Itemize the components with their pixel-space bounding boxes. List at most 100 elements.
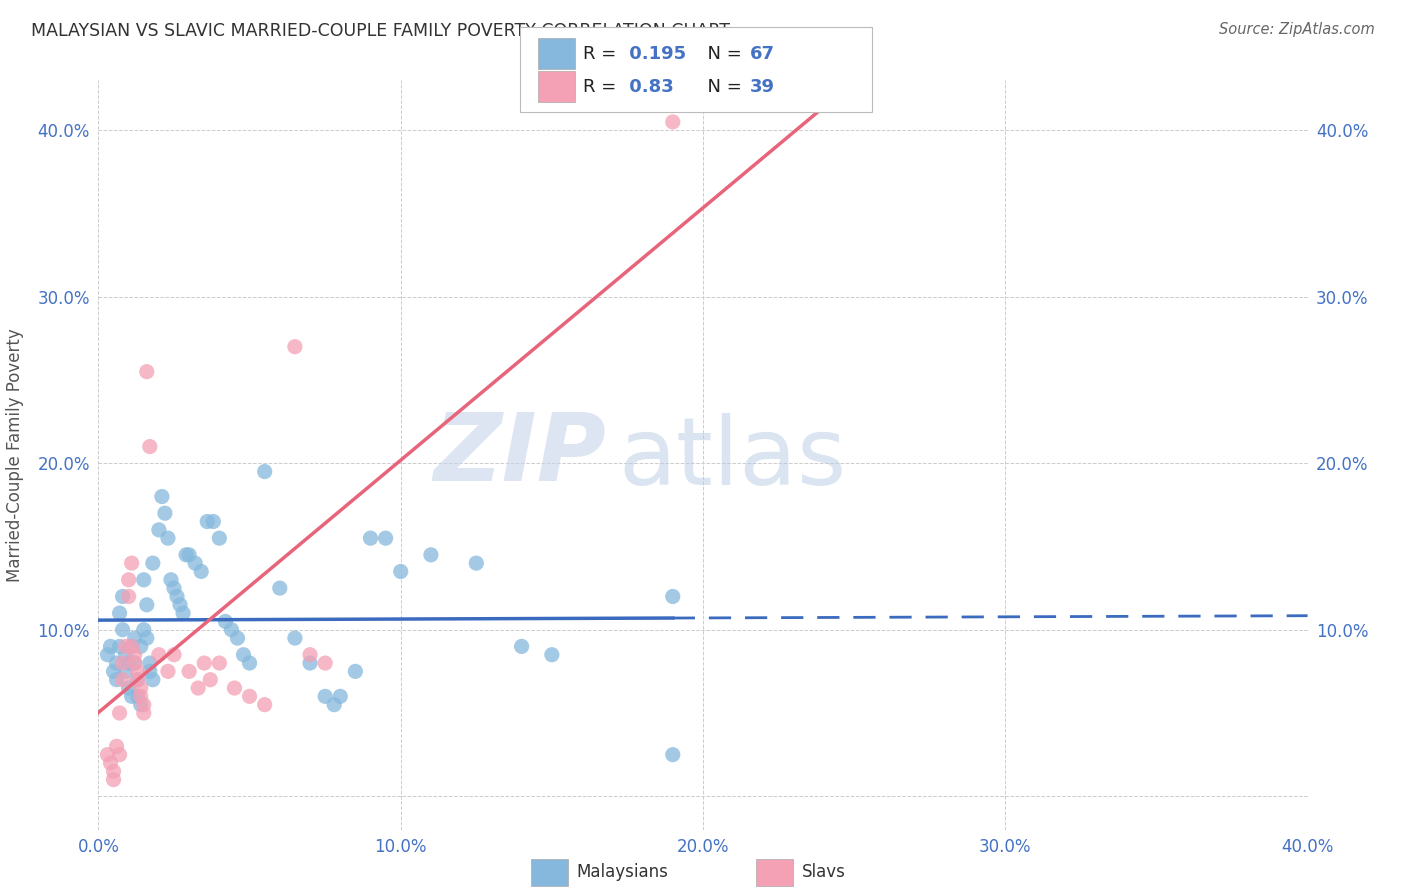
Point: [284, 340, 307, 354]
Point: [156, 531, 179, 545]
Point: [148, 648, 170, 662]
Point: [108, 606, 131, 620]
Point: [160, 573, 183, 587]
Point: [135, 365, 157, 379]
Point: [111, 656, 134, 670]
Point: [121, 556, 143, 570]
Text: atlas: atlas: [619, 413, 846, 505]
Point: [118, 681, 141, 695]
Point: [232, 648, 254, 662]
Point: [108, 706, 131, 720]
Point: [132, 706, 155, 720]
Point: [129, 698, 152, 712]
Point: [239, 656, 262, 670]
Point: [105, 656, 128, 670]
Point: [124, 648, 146, 662]
Point: [314, 690, 336, 704]
Point: [100, 640, 122, 654]
Point: [111, 590, 134, 604]
Point: [103, 772, 125, 787]
Point: [179, 548, 201, 562]
Point: [420, 548, 443, 562]
Point: [114, 648, 136, 662]
Point: [169, 598, 191, 612]
Point: [661, 115, 683, 129]
Text: ZIP: ZIP: [433, 409, 606, 501]
Point: [153, 506, 176, 520]
Text: 67: 67: [749, 45, 775, 62]
Point: [121, 640, 143, 654]
Text: MALAYSIAN VS SLAVIC MARRIED-COUPLE FAMILY POVERTY CORRELATION CHART: MALAYSIAN VS SLAVIC MARRIED-COUPLE FAMIL…: [31, 22, 730, 40]
Point: [166, 590, 188, 604]
Point: [111, 623, 134, 637]
Point: [179, 665, 201, 679]
Text: N =: N =: [696, 45, 748, 62]
Point: [139, 440, 162, 454]
Point: [269, 581, 291, 595]
Point: [465, 556, 488, 570]
Point: [142, 556, 165, 570]
Text: 39: 39: [749, 78, 775, 95]
Point: [226, 631, 249, 645]
Point: [127, 665, 149, 679]
Point: [150, 490, 173, 504]
Text: R =: R =: [583, 78, 623, 95]
Point: [118, 656, 141, 670]
Point: [253, 465, 276, 479]
Point: [105, 673, 128, 687]
Point: [510, 640, 533, 654]
Point: [156, 665, 179, 679]
Point: [96, 648, 118, 662]
Point: [129, 640, 152, 654]
Point: [132, 573, 155, 587]
Point: [114, 665, 136, 679]
Point: [329, 690, 352, 704]
Point: [135, 598, 157, 612]
Point: [121, 690, 143, 704]
Point: [108, 640, 131, 654]
Point: [323, 698, 346, 712]
Point: [124, 656, 146, 670]
Point: [661, 747, 683, 762]
Point: [314, 656, 336, 670]
Point: [132, 623, 155, 637]
Point: [142, 673, 165, 687]
Point: [190, 565, 212, 579]
Point: [360, 531, 382, 545]
Point: [124, 631, 146, 645]
Point: [202, 515, 225, 529]
Point: [105, 739, 128, 754]
Text: Slavs: Slavs: [801, 863, 845, 881]
Point: [224, 681, 246, 695]
Point: [127, 673, 149, 687]
Point: [187, 681, 209, 695]
Point: [118, 573, 141, 587]
Point: [172, 606, 194, 620]
Point: [200, 673, 222, 687]
Point: [139, 656, 162, 670]
Point: [124, 656, 146, 670]
Point: [100, 756, 122, 770]
Point: [344, 665, 367, 679]
Point: [389, 565, 412, 579]
Text: Malaysians: Malaysians: [576, 863, 668, 881]
Point: [184, 556, 207, 570]
Y-axis label: Married-Couple Family Poverty: Married-Couple Family Poverty: [6, 328, 24, 582]
Point: [96, 747, 118, 762]
Point: [661, 590, 683, 604]
Point: [221, 623, 243, 637]
Point: [374, 531, 396, 545]
Point: [239, 690, 262, 704]
Point: [108, 747, 131, 762]
Point: [103, 764, 125, 779]
Point: [284, 631, 307, 645]
Point: [214, 615, 236, 629]
Text: 0.83: 0.83: [623, 78, 673, 95]
Point: [174, 548, 197, 562]
Text: Source: ZipAtlas.com: Source: ZipAtlas.com: [1219, 22, 1375, 37]
Point: [299, 648, 322, 662]
Text: R =: R =: [583, 45, 623, 62]
Point: [195, 515, 218, 529]
Point: [111, 673, 134, 687]
Point: [193, 656, 215, 670]
